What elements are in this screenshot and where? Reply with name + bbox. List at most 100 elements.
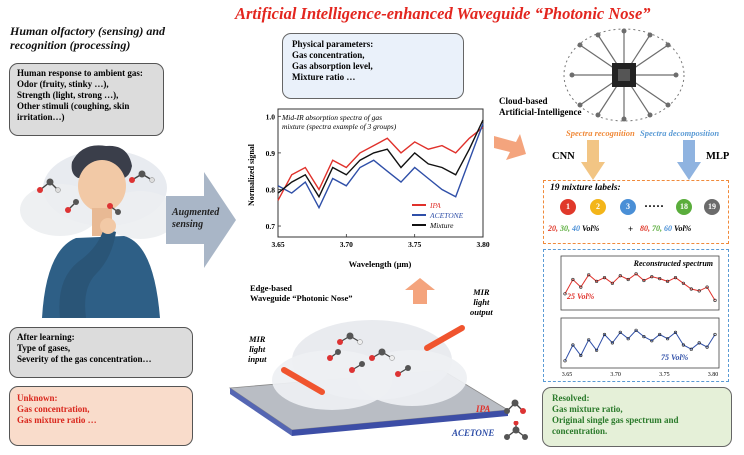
resolved-box: Resolved: Gas mixture ratio, Original si… xyxy=(542,387,732,447)
reconstructed-point xyxy=(642,334,646,339)
waveguide-device xyxy=(228,320,510,436)
reconstructed-point xyxy=(563,292,567,296)
chart-caption-2: mixture (spectra example of 3 groups) xyxy=(282,122,397,131)
response-box: Human response to ambient gas: Odor (fru… xyxy=(9,63,164,136)
mir-out-1: light xyxy=(473,297,490,307)
y-tick-label: 0.8 xyxy=(266,185,276,194)
reconstructed-point xyxy=(642,278,646,283)
waveguide-line2: Waveguide “Photonic Nose” xyxy=(250,293,353,303)
vol-left: 20, 30, 40 Vol% xyxy=(548,224,600,233)
left-heading-line1: Human olfactory (sensing) and xyxy=(10,24,166,38)
params-line-0: Physical parameters: xyxy=(292,39,374,49)
resolved-line-2: Original single gas spectrum and xyxy=(552,415,679,425)
mlp-label: MLP xyxy=(706,151,730,162)
rec-x-tick-label: 3.65 xyxy=(562,372,573,378)
series-line-mixture xyxy=(277,119,484,199)
reconstructed-point xyxy=(634,328,638,332)
mir-output-label: MIR light output xyxy=(470,287,493,317)
params-line-3: Mixture ratio … xyxy=(292,72,356,82)
params-line-2: Gas absorption level, xyxy=(292,61,373,71)
reconstructed-point xyxy=(689,347,693,351)
response-line-4: irritation…) xyxy=(17,112,65,122)
reconstructed-point xyxy=(602,276,607,280)
reconstructed-point xyxy=(673,330,678,334)
reconstructed-point xyxy=(697,341,701,345)
mixture-circle-1: 1 xyxy=(560,199,576,215)
response-line-0: Human response to ambient gas: xyxy=(17,68,143,78)
reconstructed-point xyxy=(689,287,693,291)
up-arrow xyxy=(405,278,435,304)
cloud-line1: Cloud-based xyxy=(499,96,548,106)
reconstructed-point xyxy=(587,338,591,342)
reconstructed-charts: 3.65 3.70 3.75 3.80 Reconstructed spectrum … xyxy=(560,255,720,378)
reconstructed-point xyxy=(658,277,662,281)
reconstructed-point xyxy=(610,341,615,345)
mir-in-1: light xyxy=(249,344,266,354)
reconstructed-point xyxy=(665,337,670,341)
left-heading-line2: recognition (processing) xyxy=(10,38,131,52)
legend-mixture: Mixture xyxy=(429,221,454,230)
reconstructed-point xyxy=(618,330,622,334)
response-line-1: Odor (fruity, stinky …), xyxy=(17,79,109,89)
reconstructed-point xyxy=(626,277,630,282)
reconstructed-box xyxy=(543,249,729,382)
chart-xlabel: Wavelength (μm) xyxy=(349,259,412,269)
acetone-molecule-icon xyxy=(504,421,528,440)
resolved-line-0: Resolved: xyxy=(552,393,590,403)
x-tick-label: 3.70 xyxy=(340,240,353,249)
reconstructed-point xyxy=(571,277,575,282)
ai-brain-icon xyxy=(563,28,685,122)
reconstructed-point xyxy=(579,285,583,289)
legend-acetone: ACETONE xyxy=(429,211,464,220)
reconstructed-point xyxy=(579,353,583,358)
reconstructed-point xyxy=(673,276,678,280)
resolved-line-3: concentration. xyxy=(552,426,608,436)
mixture-circle-18: 18 xyxy=(676,199,692,215)
acetone-label: ACETONE xyxy=(452,428,495,438)
augmented-sensing-label: Augmented sensing xyxy=(172,207,219,231)
reconstructed-point xyxy=(705,345,709,349)
mixture-circle-3: 3 xyxy=(620,199,636,215)
reconstructed-point xyxy=(705,285,709,289)
reconstructed-point xyxy=(697,289,701,293)
series-line-ipa xyxy=(277,126,484,201)
vol75-label: 75 Vol% xyxy=(661,353,689,362)
x-tick-label: 3.65 xyxy=(271,240,284,249)
chart-ylabel: Normalized signal xyxy=(247,143,256,206)
unknown-box: Unknown: Gas concentration, Gas mixture … xyxy=(9,386,193,446)
rec-x-tick-label: 3.75 xyxy=(659,372,670,378)
x-tick-label: 3.80 xyxy=(476,240,489,249)
reconstructed-point xyxy=(594,348,599,352)
augmented-line2: sensing xyxy=(172,219,204,230)
reconstructed-point xyxy=(618,274,622,278)
physical-params-box: Physical parameters: Gas concentration, … xyxy=(282,33,464,99)
y-tick-label: 1.0 xyxy=(266,112,276,121)
mixture-dots: ····· xyxy=(644,199,665,213)
augmented-sensing-arrow xyxy=(166,172,236,268)
mir-input-label: MIR light input xyxy=(248,334,266,364)
rec-x-tick-label: 3.70 xyxy=(610,372,621,378)
resolved-line-1: Gas mixture ratio, xyxy=(552,404,623,414)
reconstructed-point xyxy=(650,339,654,343)
left-heading: Human olfactory (sensing) and recognitio… xyxy=(10,24,165,52)
vol-right: 80, 70, 60 Vol% xyxy=(640,224,692,233)
mixture-circle-2: 2 xyxy=(590,199,606,215)
figure-title: Artificial Intelligence-enhanced Wavegui… xyxy=(235,4,651,23)
unknown-line-2: Gas mixture ratio … xyxy=(17,415,97,425)
chart-caption-1: Mid-IR absorption spectra of gas xyxy=(281,113,382,122)
response-line-3: Other stimuli (coughing, skin xyxy=(17,101,130,111)
unknown-line-0: Unknown: xyxy=(17,393,58,403)
series-line-acetone xyxy=(277,123,484,210)
reconstructed-point xyxy=(602,332,607,337)
x-tick-label: 3.75 xyxy=(408,240,421,249)
reconstructed-point xyxy=(681,343,685,347)
mir-out-0: MIR xyxy=(473,287,490,297)
mir-in-0: MIR xyxy=(248,334,266,344)
absorption-spectra-chart: 3.65 3.70 3.75 3.80 0.7 0.8 0.9 1.0 Normalized… xyxy=(240,103,490,275)
waveguide-label: Edge-based Waveguide “Photonic Nose” xyxy=(250,283,352,303)
chart-legend: IPA ACETONE Mixture xyxy=(412,201,464,230)
reconstructed-point xyxy=(713,298,717,303)
reconstructed-point xyxy=(587,273,591,277)
reconstructed-point xyxy=(634,272,638,276)
unknown-line-1: Gas concentration, xyxy=(17,404,90,414)
